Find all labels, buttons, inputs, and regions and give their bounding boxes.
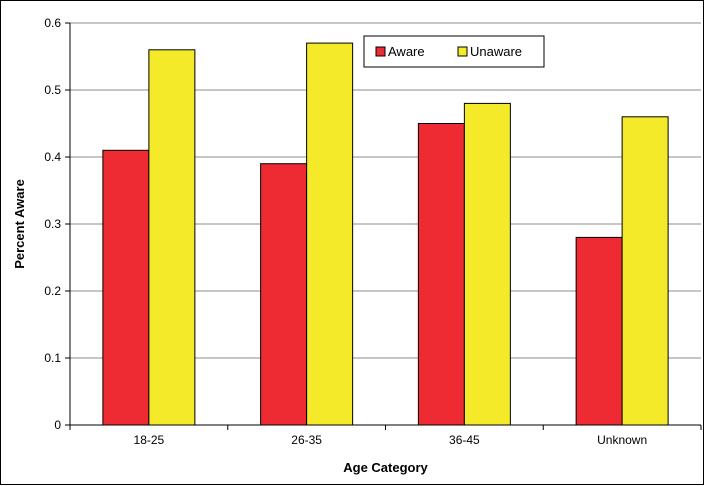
y-tick-label: 0.3 (44, 217, 61, 231)
bar-aware-36-45 (417, 123, 465, 426)
bar-unaware-26-35 (306, 42, 354, 426)
x-axis-title: Age Category (343, 460, 428, 475)
y-tick-label: 0.5 (44, 83, 61, 97)
bar-aware-18-25 (102, 149, 150, 426)
bars (102, 42, 669, 426)
x-tick-label: 18-25 (134, 433, 165, 447)
bar-unaware-unknown (621, 116, 669, 426)
bar-unaware-18-25 (148, 49, 196, 426)
legend-swatch-aware (375, 46, 386, 57)
y-tick-label: 0.2 (44, 284, 61, 298)
legend: Aware Unaware (363, 35, 545, 68)
x-tick-label: Unknown (597, 433, 647, 447)
legend-swatch-unaware (457, 46, 468, 57)
y-tick-labels: 0 0.1 0.2 0.3 0.4 0.5 0.6 (44, 16, 70, 432)
legend-label-aware: Aware (388, 44, 425, 59)
legend-label-unaware: Unaware (470, 44, 522, 59)
x-tick-label: 26-35 (291, 433, 322, 447)
x-tick-label: 36-45 (449, 433, 480, 447)
bar-unaware-36-45 (463, 102, 511, 426)
bar-aware-unknown (575, 236, 623, 426)
y-tick-label: 0.6 (44, 16, 61, 30)
y-axis-title: Percent Aware (12, 179, 27, 269)
x-tick-labels: 18-25 26-35 36-45 Unknown (69, 425, 702, 447)
bar-aware-26-35 (260, 163, 308, 426)
y-tick-label: 0.4 (44, 150, 61, 164)
legend-box (363, 35, 545, 68)
y-tick-label: 0 (54, 418, 61, 432)
y-tick-label: 0.1 (44, 351, 61, 365)
